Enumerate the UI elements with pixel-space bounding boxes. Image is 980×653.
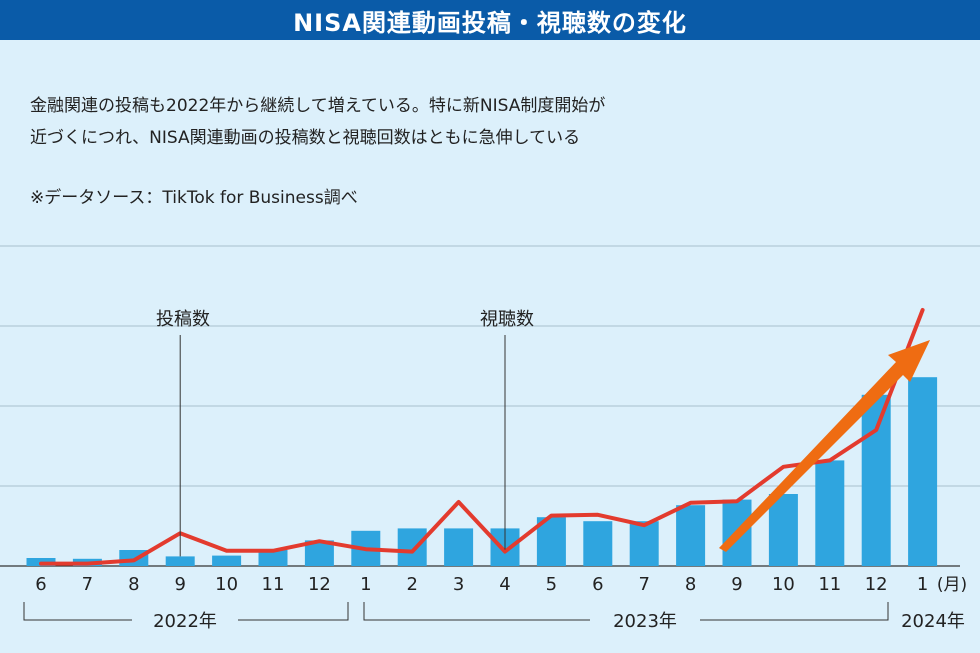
x-tick-label: 9 (731, 574, 742, 595)
bar-10-4 (212, 555, 242, 566)
description-layer: 金融関連の投稿も2022年から継続して増えている。特に新NISA制度開始が 近づ… (30, 96, 605, 208)
x-tick-label: 5 (546, 574, 557, 595)
chart-svg: 投稿数 視聴数 金融関連の投稿も2022年から継続して増えている。特に新NISA制… (0, 40, 980, 653)
source-note: ※データソース：TikTok for Business調べ (30, 187, 358, 208)
x-tick-label: 11 (818, 574, 841, 595)
year-label: 2022年 (153, 611, 217, 632)
year-bracket-2022 (23, 602, 349, 621)
annotation-layer: 投稿数 視聴数 (156, 309, 534, 557)
bar-6-12 (583, 521, 613, 566)
trend-arrow-layer (719, 340, 930, 552)
annotation-label: 視聴数 (480, 309, 534, 330)
x-tick-label: 12 (308, 574, 331, 595)
year-label: 2023年 (613, 611, 677, 632)
bar-3-9 (444, 528, 474, 566)
x-tick-label: 6 (35, 574, 46, 595)
x-tick-label: 3 (453, 574, 464, 595)
x-tick-label: 4 (499, 574, 510, 595)
description-line-1: 金融関連の投稿も2022年から継続して増えている。特に新NISA制度開始が (30, 96, 605, 116)
x-tick-label: 7 (82, 574, 93, 595)
bar-layer (26, 377, 938, 566)
bar-10-16 (768, 494, 798, 566)
year-label: 2024年 (901, 611, 965, 632)
chart-title-bar: NISA関連動画投稿・視聴数の変化 (0, 0, 980, 40)
x-unit-label: (月) (937, 575, 967, 595)
x-tick-label: 8 (685, 574, 696, 595)
x-tick-label: 7 (638, 574, 649, 595)
trend-arrow (719, 340, 930, 552)
annotation-label: 投稿数 (156, 309, 210, 330)
bar-11-5 (258, 550, 288, 566)
description-line-2: 近づくにつれ、NISA関連動画の投稿数と視聴回数はともに急伸している (30, 128, 580, 148)
x-tick-label: 10 (215, 574, 238, 595)
x-axis-layer: 6 7 8 9 10 11 12 1 2 3 4 5 6 7 8 9 10 11 12 1 (月)2022年 2023年 2… (23, 574, 967, 632)
bar-8-14 (676, 505, 706, 566)
bar-2-8 (397, 528, 427, 566)
line-layer (39, 308, 925, 566)
bar-9-3 (165, 556, 195, 566)
x-tick-label: 6 (592, 574, 603, 595)
chart-title: NISA関連動画投稿・視聴数の変化 (293, 8, 687, 37)
x-tick-label: 11 (262, 574, 285, 595)
views-line (39, 308, 925, 566)
x-tick-label: 8 (128, 574, 139, 595)
bar-11-17 (815, 460, 845, 566)
year-bracket-2023 (363, 602, 889, 621)
bar-7-13 (629, 521, 659, 566)
x-tick-label: 12 (865, 574, 888, 595)
bar-12-18 (861, 394, 891, 566)
bar-1-19 (908, 377, 938, 566)
x-tick-label: 1 (360, 574, 371, 595)
x-tick-label: 2 (406, 574, 417, 595)
x-tick-label: 9 (174, 574, 185, 595)
x-tick-label: 1 (917, 574, 928, 595)
x-tick-label: 10 (772, 574, 795, 595)
